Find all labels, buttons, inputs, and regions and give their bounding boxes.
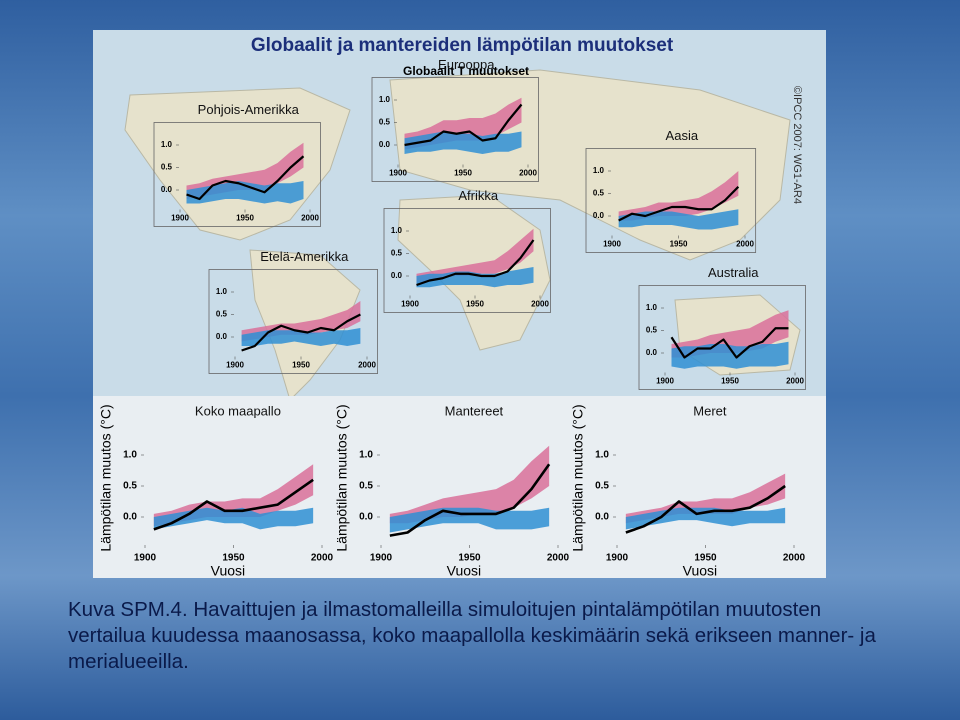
x-tick-label: 2000 <box>301 214 319 223</box>
y-tick-label: 1.0 <box>593 166 605 175</box>
x-tick-label: 2000 <box>519 169 537 178</box>
figure-title: Globaalit ja mantereiden lämpötilan muut… <box>251 35 674 56</box>
panel-frame <box>208 269 379 374</box>
panel-title: Pohjois-Amerikka <box>198 102 300 117</box>
y-tick-label: 1.0 <box>123 450 137 461</box>
observed-line <box>625 484 786 534</box>
model-band <box>416 228 534 283</box>
x-tick-label: 1900 <box>134 553 157 564</box>
x-axis-label: Vuosi <box>447 563 482 579</box>
y-tick-label: 0.0 <box>595 512 609 523</box>
y-tick-label: 0.0 <box>391 271 403 280</box>
y-tick-label: 0.0 <box>216 332 228 341</box>
observed-line <box>241 313 361 352</box>
x-tick-label: 2000 <box>547 553 570 564</box>
y-tick-label: 1.0 <box>391 226 403 235</box>
panel-title: Aasia <box>666 128 699 143</box>
y-tick-label: 0.5 <box>379 118 391 127</box>
x-tick-label: 1950 <box>694 553 717 564</box>
x-tick-label: 2000 <box>783 553 806 564</box>
x-tick-label: 1950 <box>721 377 739 386</box>
y-tick-label: 1.0 <box>379 95 391 104</box>
x-axis-label: Vuosi <box>211 563 246 579</box>
x-tick-label: 1950 <box>236 214 254 223</box>
model-band <box>389 507 550 533</box>
panel-frame <box>638 285 806 390</box>
y-tick-label: 0.0 <box>646 348 658 357</box>
x-axis-label: Vuosi <box>683 563 718 579</box>
observed-line <box>404 103 523 147</box>
y-tick-label: 0.5 <box>646 326 658 335</box>
bottom-panel-background <box>93 396 826 578</box>
y-tick-label: 1.0 <box>646 303 658 312</box>
x-tick-label: 1900 <box>389 169 407 178</box>
panel-frame <box>371 77 539 182</box>
caption: Kuva SPM.4. Havaittujen ja ilmastomallei… <box>68 598 876 673</box>
observed-line <box>670 327 789 359</box>
x-tick-label: 1900 <box>656 377 674 386</box>
x-tick-label: 1950 <box>458 553 481 564</box>
y-axis-label: Lämpötilan muutos (°C) <box>98 404 114 551</box>
x-tick-label: 1950 <box>222 553 245 564</box>
panel-title: Eurooppa <box>438 57 495 72</box>
x-tick-label: 1900 <box>171 214 189 223</box>
y-tick-label: 0.5 <box>391 249 403 258</box>
y-tick-label: 0.5 <box>359 481 373 492</box>
x-tick-label: 1900 <box>401 300 419 309</box>
x-tick-label: 1950 <box>454 169 472 178</box>
model-band <box>241 328 361 346</box>
panel-frame <box>585 148 757 253</box>
panel-title: Australia <box>708 265 759 280</box>
x-tick-label: 2000 <box>786 377 804 386</box>
x-tick-label: 1900 <box>226 361 244 370</box>
y-tick-label: 0.0 <box>161 185 173 194</box>
observed-line <box>153 478 314 531</box>
x-tick-label: 2000 <box>358 361 376 370</box>
model-band <box>389 445 550 524</box>
panel-frame <box>383 208 551 313</box>
model-band <box>618 171 739 221</box>
panel-title: Etelä-Amerikka <box>260 249 349 264</box>
x-tick-label: 2000 <box>531 300 549 309</box>
x-tick-label: 1900 <box>603 240 621 249</box>
overlay-label: Globaalit T muutokset <box>403 64 529 78</box>
y-tick-label: 0.0 <box>123 512 137 523</box>
y-tick-label: 0.0 <box>593 211 605 220</box>
x-tick-label: 1950 <box>292 361 310 370</box>
x-tick-label: 1900 <box>606 553 629 564</box>
y-tick-label: 0.0 <box>379 140 391 149</box>
observed-line <box>389 463 551 537</box>
observed-line <box>618 185 740 222</box>
y-tick-label: 1.0 <box>595 450 609 461</box>
y-axis-label: Lämpötilan muutos (°C) <box>334 404 350 551</box>
panel-title: Mantereet <box>445 403 504 418</box>
y-tick-label: 0.0 <box>359 512 373 523</box>
panel-title: Koko maapallo <box>195 403 281 418</box>
y-tick-label: 1.0 <box>161 140 173 149</box>
x-tick-label: 1900 <box>370 553 393 564</box>
x-tick-label: 1950 <box>670 240 688 249</box>
observed-line <box>186 155 305 201</box>
panel-title: Meret <box>693 403 727 418</box>
copyright: ©IPCC 2007: WG1-AR4 <box>791 86 803 204</box>
panel-frame <box>153 122 321 227</box>
observed-line <box>416 239 535 287</box>
model-band <box>153 507 314 530</box>
y-tick-label: 0.5 <box>123 481 137 492</box>
y-tick-label: 1.0 <box>216 287 228 296</box>
model-band <box>186 181 304 204</box>
y-tick-label: 0.5 <box>216 310 228 319</box>
y-tick-label: 0.5 <box>595 481 609 492</box>
x-tick-label: 1950 <box>466 300 484 309</box>
x-tick-label: 2000 <box>311 553 334 564</box>
y-tick-label: 0.5 <box>161 163 173 172</box>
panel-title: Afrikka <box>458 188 499 203</box>
x-tick-label: 2000 <box>736 240 754 249</box>
y-axis-label: Lämpötilan muutos (°C) <box>570 404 586 551</box>
y-tick-label: 0.5 <box>593 189 605 198</box>
y-tick-label: 1.0 <box>359 450 373 461</box>
